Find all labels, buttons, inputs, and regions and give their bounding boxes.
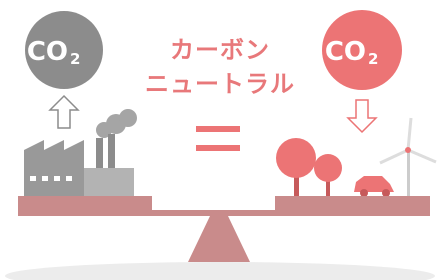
- co2-subscript: 2: [70, 50, 80, 68]
- factory: [24, 109, 137, 196]
- ground: [5, 262, 435, 280]
- down-arrow: [348, 100, 376, 132]
- fulcrum: [188, 216, 250, 262]
- title-line: カーボン: [170, 36, 270, 64]
- co2-label: CO: [325, 37, 366, 67]
- illustration: CO 2 CO 2 カーボン ニュートラル: [0, 0, 441, 280]
- eco-scene: [276, 118, 436, 197]
- co2-label: CO: [27, 37, 68, 67]
- co2-subscript: 2: [368, 50, 378, 68]
- equals-bar: [196, 145, 240, 151]
- balance-beam: [18, 210, 430, 216]
- title-line: ニュートラル: [145, 70, 295, 98]
- up-arrow: [50, 96, 78, 128]
- equals-bar: [196, 126, 240, 132]
